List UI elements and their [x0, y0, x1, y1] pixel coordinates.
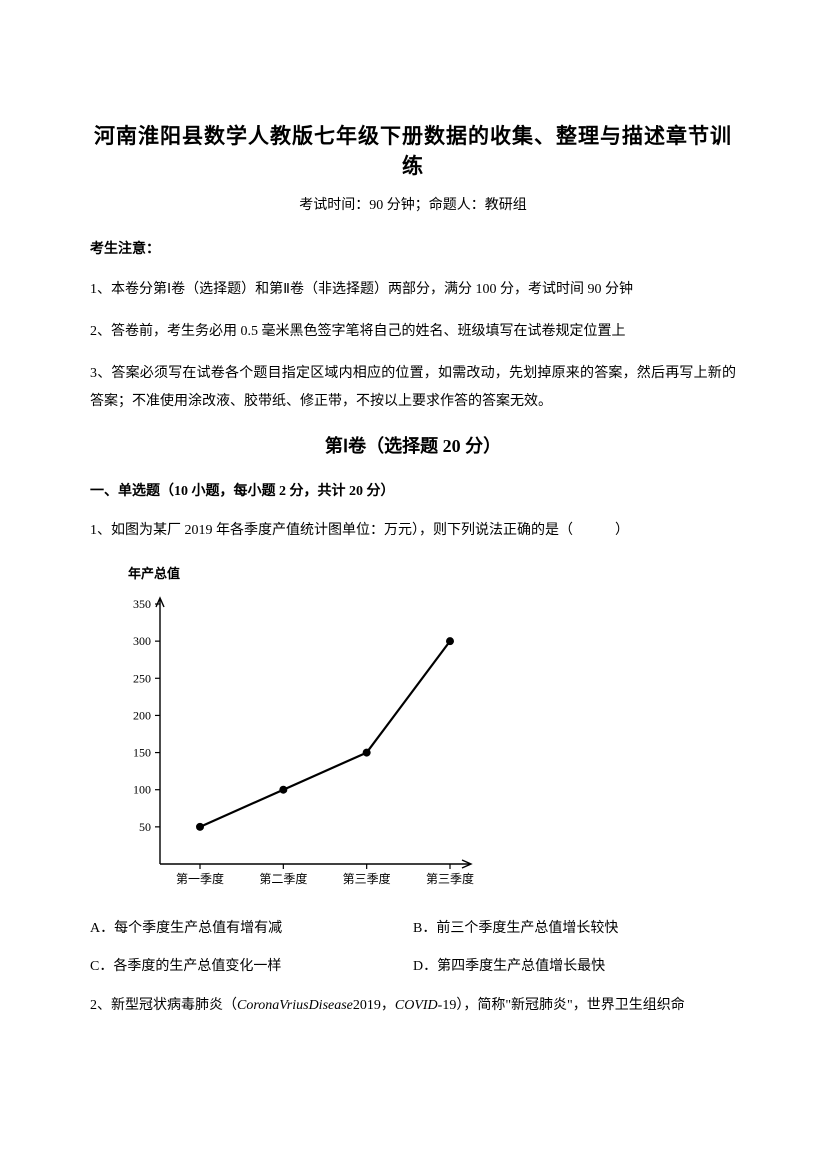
- q2-italic-1: CoronaVriusDisease: [237, 998, 353, 1013]
- q2-italic-2: COVID: [395, 998, 438, 1013]
- svg-text:50: 50: [139, 819, 151, 833]
- option-a: A．每个季度生产总值有增有减: [90, 917, 413, 937]
- svg-text:第三季度: 第三季度: [343, 871, 391, 886]
- options-row-2: C．各季度的生产总值变化一样 D．第四季度生产总值增长最快: [90, 955, 736, 975]
- notice-label: 考生注意：: [90, 238, 736, 258]
- svg-text:第一季度: 第一季度: [176, 871, 224, 886]
- option-c: C．各季度的生产总值变化一样: [90, 955, 413, 975]
- line-chart: 50 100 150 200 250 300 350 第一季度 第二季度 第三季度 第三季度: [112, 584, 492, 894]
- svg-text:150: 150: [133, 745, 151, 759]
- chart-container: 年产总值 50 100 150 200 250 300 350 第一季度 第二季度 第三季度 第三季…: [112, 563, 736, 899]
- question-1-text: 1、如图为某厂 2019 年各季度产值统计图单位：万元），则下列说法正确的是（ …: [90, 518, 736, 545]
- option-b: B．前三个季度生产总值增长较快: [413, 917, 736, 937]
- svg-text:100: 100: [133, 782, 151, 796]
- svg-text:200: 200: [133, 708, 151, 722]
- options-row-1: A．每个季度生产总值有增有减 B．前三个季度生产总值增长较快: [90, 917, 736, 937]
- svg-text:350: 350: [133, 597, 151, 611]
- svg-text:250: 250: [133, 671, 151, 685]
- sub-heading: 一、单选题（10 小题，每小题 2 分，共计 20 分）: [90, 480, 736, 500]
- chart-y-title: 年产总值: [128, 563, 736, 582]
- notice-item-2: 2、答卷前，考生务必用 0.5 毫米黑色签字笔将自己的姓名、班级填写在试卷规定位…: [90, 318, 736, 346]
- notice-item-1: 1、本卷分第Ⅰ卷（选择题）和第Ⅱ卷（非选择题）两部分，满分 100 分，考试时间…: [90, 276, 736, 304]
- question-2-text: 2、新型冠状病毒肺炎（CoronaVriusDisease2019，COVID‐…: [90, 993, 736, 1020]
- document-subtitle: 考试时间：90 分钟；命题人：教研组: [90, 194, 736, 214]
- notice-item-3: 3、答案必须写在试卷各个题目指定区域内相应的位置，如需改动，先划掉原来的答案，然…: [90, 360, 736, 416]
- option-d: D．第四季度生产总值增长最快: [413, 955, 736, 975]
- svg-text:第三季度: 第三季度: [426, 871, 474, 886]
- q2-prefix: 2、新型冠状病毒肺炎（: [90, 998, 237, 1013]
- document-title: 河南淮阳县数学人教版七年级下册数据的收集、整理与描述章节训练: [90, 120, 736, 180]
- svg-text:第二季度: 第二季度: [259, 871, 307, 886]
- q2-mid2: ‐19），简称"新冠肺炎"，世界卫生组织命: [438, 998, 685, 1013]
- q2-mid1: 2019，: [353, 998, 395, 1013]
- svg-text:300: 300: [133, 634, 151, 648]
- section-heading: 第Ⅰ卷（选择题 20 分）: [90, 432, 736, 458]
